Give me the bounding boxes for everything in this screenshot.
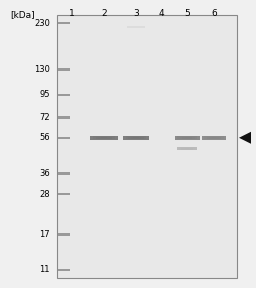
Bar <box>185 137 189 138</box>
Bar <box>204 136 223 139</box>
Bar <box>58 233 70 236</box>
Bar <box>128 137 144 139</box>
Bar <box>58 22 70 24</box>
Text: 4: 4 <box>158 9 164 18</box>
Bar <box>131 137 141 139</box>
Bar <box>207 137 221 139</box>
Text: 6: 6 <box>211 9 217 18</box>
Bar <box>202 136 226 140</box>
Bar <box>181 148 193 149</box>
Bar <box>123 136 149 140</box>
Text: 5: 5 <box>184 9 190 18</box>
Bar <box>58 269 70 271</box>
Text: 230: 230 <box>34 18 50 27</box>
Bar <box>179 137 195 139</box>
Bar <box>58 94 70 96</box>
Bar <box>175 136 199 140</box>
Bar <box>183 148 191 149</box>
Bar <box>126 136 146 139</box>
Bar <box>58 173 70 175</box>
Bar <box>58 68 70 71</box>
Bar <box>57 15 237 278</box>
Text: 1: 1 <box>69 9 75 18</box>
Text: 11: 11 <box>39 266 50 274</box>
Bar <box>95 137 112 139</box>
Text: 17: 17 <box>39 230 50 239</box>
Text: 130: 130 <box>34 65 50 74</box>
Bar <box>175 136 199 140</box>
Text: [kDa]: [kDa] <box>10 10 35 19</box>
Bar <box>177 147 197 150</box>
Bar <box>58 116 70 119</box>
Text: 28: 28 <box>39 190 50 199</box>
Text: 56: 56 <box>39 133 50 142</box>
Bar <box>177 147 197 150</box>
Bar <box>123 136 149 140</box>
Bar <box>177 136 197 139</box>
Bar <box>93 136 115 139</box>
Bar <box>182 137 192 139</box>
Text: 95: 95 <box>39 90 50 99</box>
Bar <box>98 137 110 139</box>
Bar <box>90 136 118 140</box>
Bar <box>127 26 145 28</box>
Bar <box>101 137 107 138</box>
Bar <box>133 137 138 138</box>
Bar <box>185 148 189 149</box>
Bar <box>212 137 216 138</box>
Bar <box>179 147 195 150</box>
Bar <box>90 136 118 140</box>
Bar <box>58 193 70 195</box>
Text: 3: 3 <box>133 9 139 18</box>
Bar <box>209 137 219 139</box>
Text: 72: 72 <box>39 113 50 122</box>
Polygon shape <box>239 132 251 144</box>
Text: 2: 2 <box>101 9 107 18</box>
Bar <box>58 137 70 139</box>
Bar <box>202 136 226 140</box>
Text: 36: 36 <box>39 169 50 178</box>
